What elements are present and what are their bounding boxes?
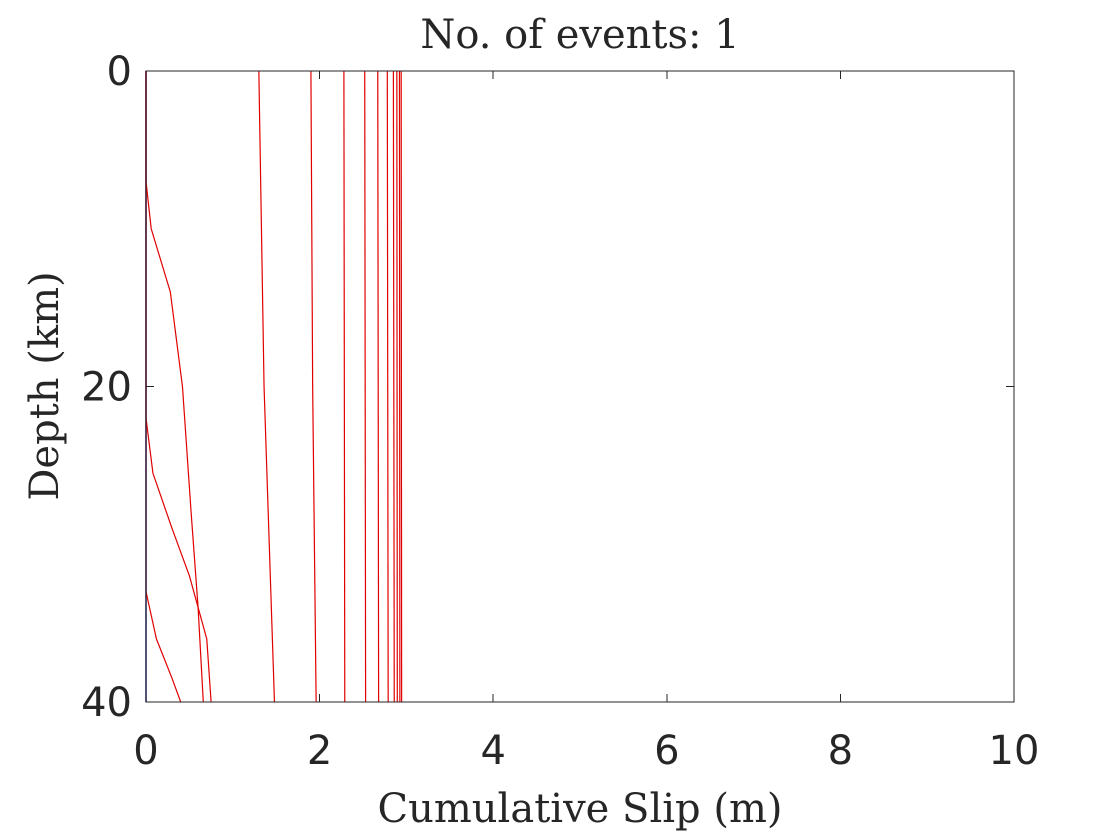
- slip-profile-line-10: [392, 70, 395, 703]
- slip-profile-line-1: [145, 71, 204, 703]
- y-tick-label-0: 0: [107, 49, 132, 95]
- x-tick-label-8: 8: [828, 728, 853, 774]
- x-axis-label: Cumulative Slip (m): [378, 786, 783, 832]
- slip-profile-line-6: [343, 70, 346, 703]
- slip-profile-line-8: [377, 70, 380, 703]
- slip-profile-line-9: [386, 70, 389, 703]
- plot-lines: [145, 70, 403, 703]
- chart-title: No. of events: 1: [420, 12, 739, 58]
- x-tick-label-4: 4: [480, 728, 505, 774]
- slip-profile-line-2: [145, 71, 212, 703]
- slip-profile-line-4: [258, 70, 276, 703]
- x-tick-label-0: 0: [133, 728, 158, 774]
- y-axis-ticks: 0 20 40: [81, 49, 1014, 726]
- x-tick-label-6: 6: [654, 728, 679, 774]
- slip-profile-line-7: [364, 70, 367, 703]
- y-tick-label-20: 20: [81, 365, 132, 411]
- x-tick-label-2: 2: [307, 728, 332, 774]
- axes-box: [145, 70, 1015, 703]
- slip-profile-line-5: [310, 70, 317, 703]
- x-tick-label-10: 10: [989, 728, 1040, 774]
- y-tick-label-40: 40: [81, 680, 132, 726]
- x-axis-ticks: 0 2 4 6 8 10: [133, 71, 1039, 774]
- y-axis-label: Depth (km): [22, 271, 68, 500]
